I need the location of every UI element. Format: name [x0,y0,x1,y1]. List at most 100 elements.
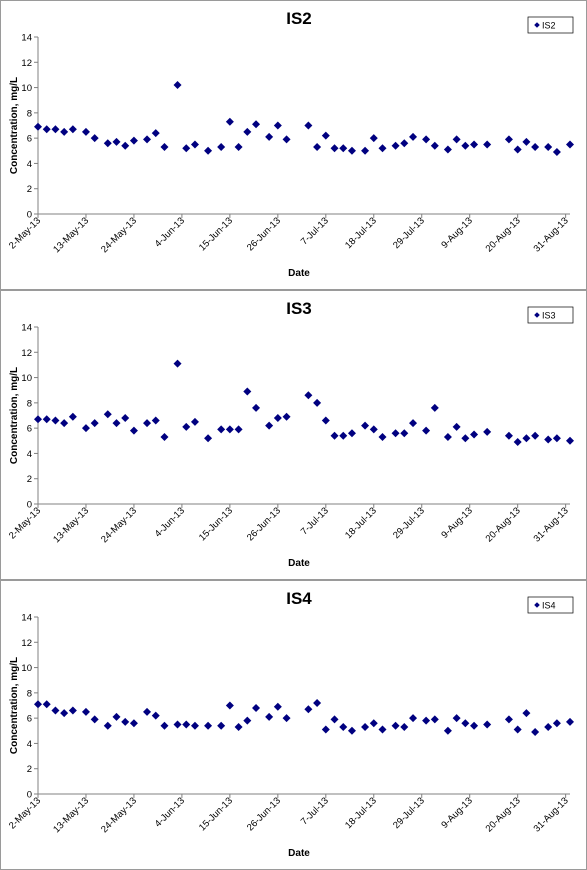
data-point [243,716,252,725]
data-point [282,412,291,421]
chart-title: IS2 [286,9,312,28]
data-point [103,139,112,148]
y-tick-label: 8 [27,398,32,409]
data-point [112,419,121,428]
data-point [34,415,42,424]
data-point [313,698,322,707]
data-point [103,721,112,730]
legend-marker [534,602,540,608]
data-point [452,135,461,144]
data-point [34,122,42,131]
data-point [182,720,191,729]
data-point [339,144,348,153]
data-point [217,721,226,730]
data-point [513,438,522,447]
data-point [143,707,152,716]
data-point [452,422,461,431]
legend-label: IS4 [542,601,556,611]
data-point [513,145,522,154]
data-point [378,725,387,734]
data-point [347,429,356,438]
data-point [391,721,400,730]
data-point [339,431,348,440]
data-point [313,142,322,151]
data-point [182,422,191,431]
data-point [252,403,261,412]
data-point [151,416,160,425]
data-point [504,135,513,144]
data-point [151,711,160,720]
data-point [273,414,282,423]
data-point [531,142,540,151]
data-point [330,431,339,440]
data-point [42,700,51,709]
data-point [552,434,561,443]
data-point [304,391,313,400]
data-point [173,359,182,368]
data-point [225,425,234,434]
data-point [42,125,51,134]
data-point [282,135,291,144]
data-point [522,434,531,443]
legend-box [527,596,574,614]
data-point [321,416,330,425]
data-point [430,715,439,724]
data-point [443,432,452,441]
data-point [313,398,322,407]
x-axis-label: Date [288,268,310,279]
data-point [409,714,418,723]
y-tick-label: 6 [27,714,32,725]
data-point [566,140,574,149]
y-tick-label: 10 [21,373,32,384]
y-tick-label: 14 [21,323,32,334]
data-point [378,144,387,153]
data-point [513,725,522,734]
data-point [361,722,370,731]
data-point [121,717,130,726]
data-point [273,702,282,711]
data-point [400,722,409,731]
y-tick-label: 0 [27,790,32,801]
data-point [151,129,160,138]
data-point [422,716,431,725]
y-tick-label: 2 [27,474,32,485]
data-point [391,141,400,150]
data-point [483,427,492,436]
data-point [504,715,513,724]
data-point [483,720,492,729]
data-point [81,424,90,433]
data-point [143,135,152,144]
data-point [234,425,243,434]
data-point [470,140,479,149]
data-point [217,425,226,434]
chart-title: IS4 [286,589,312,608]
data-point [60,709,69,718]
data-point [204,721,213,730]
data-point [483,140,492,149]
data-point [225,701,234,710]
data-point [321,131,330,140]
data-point [391,429,400,438]
y-tick-label: 0 [27,210,32,221]
y-tick-label: 10 [21,663,32,674]
data-point [369,134,378,143]
data-point [378,432,387,441]
data-point [129,426,138,435]
data-point [461,141,470,150]
y-axis-label: Concentration, mg/L [9,367,20,464]
y-tick-label: 2 [27,184,32,195]
y-axis-label: Concentration, mg/L [9,77,20,174]
data-point [522,709,531,718]
data-point [544,722,553,731]
data-point [90,134,99,143]
data-point [504,431,513,440]
data-point [470,721,479,730]
data-point [190,417,199,426]
data-point [173,720,182,729]
y-tick-label: 10 [21,83,32,94]
data-point [461,719,470,728]
data-point [243,387,252,396]
data-point [443,145,452,154]
